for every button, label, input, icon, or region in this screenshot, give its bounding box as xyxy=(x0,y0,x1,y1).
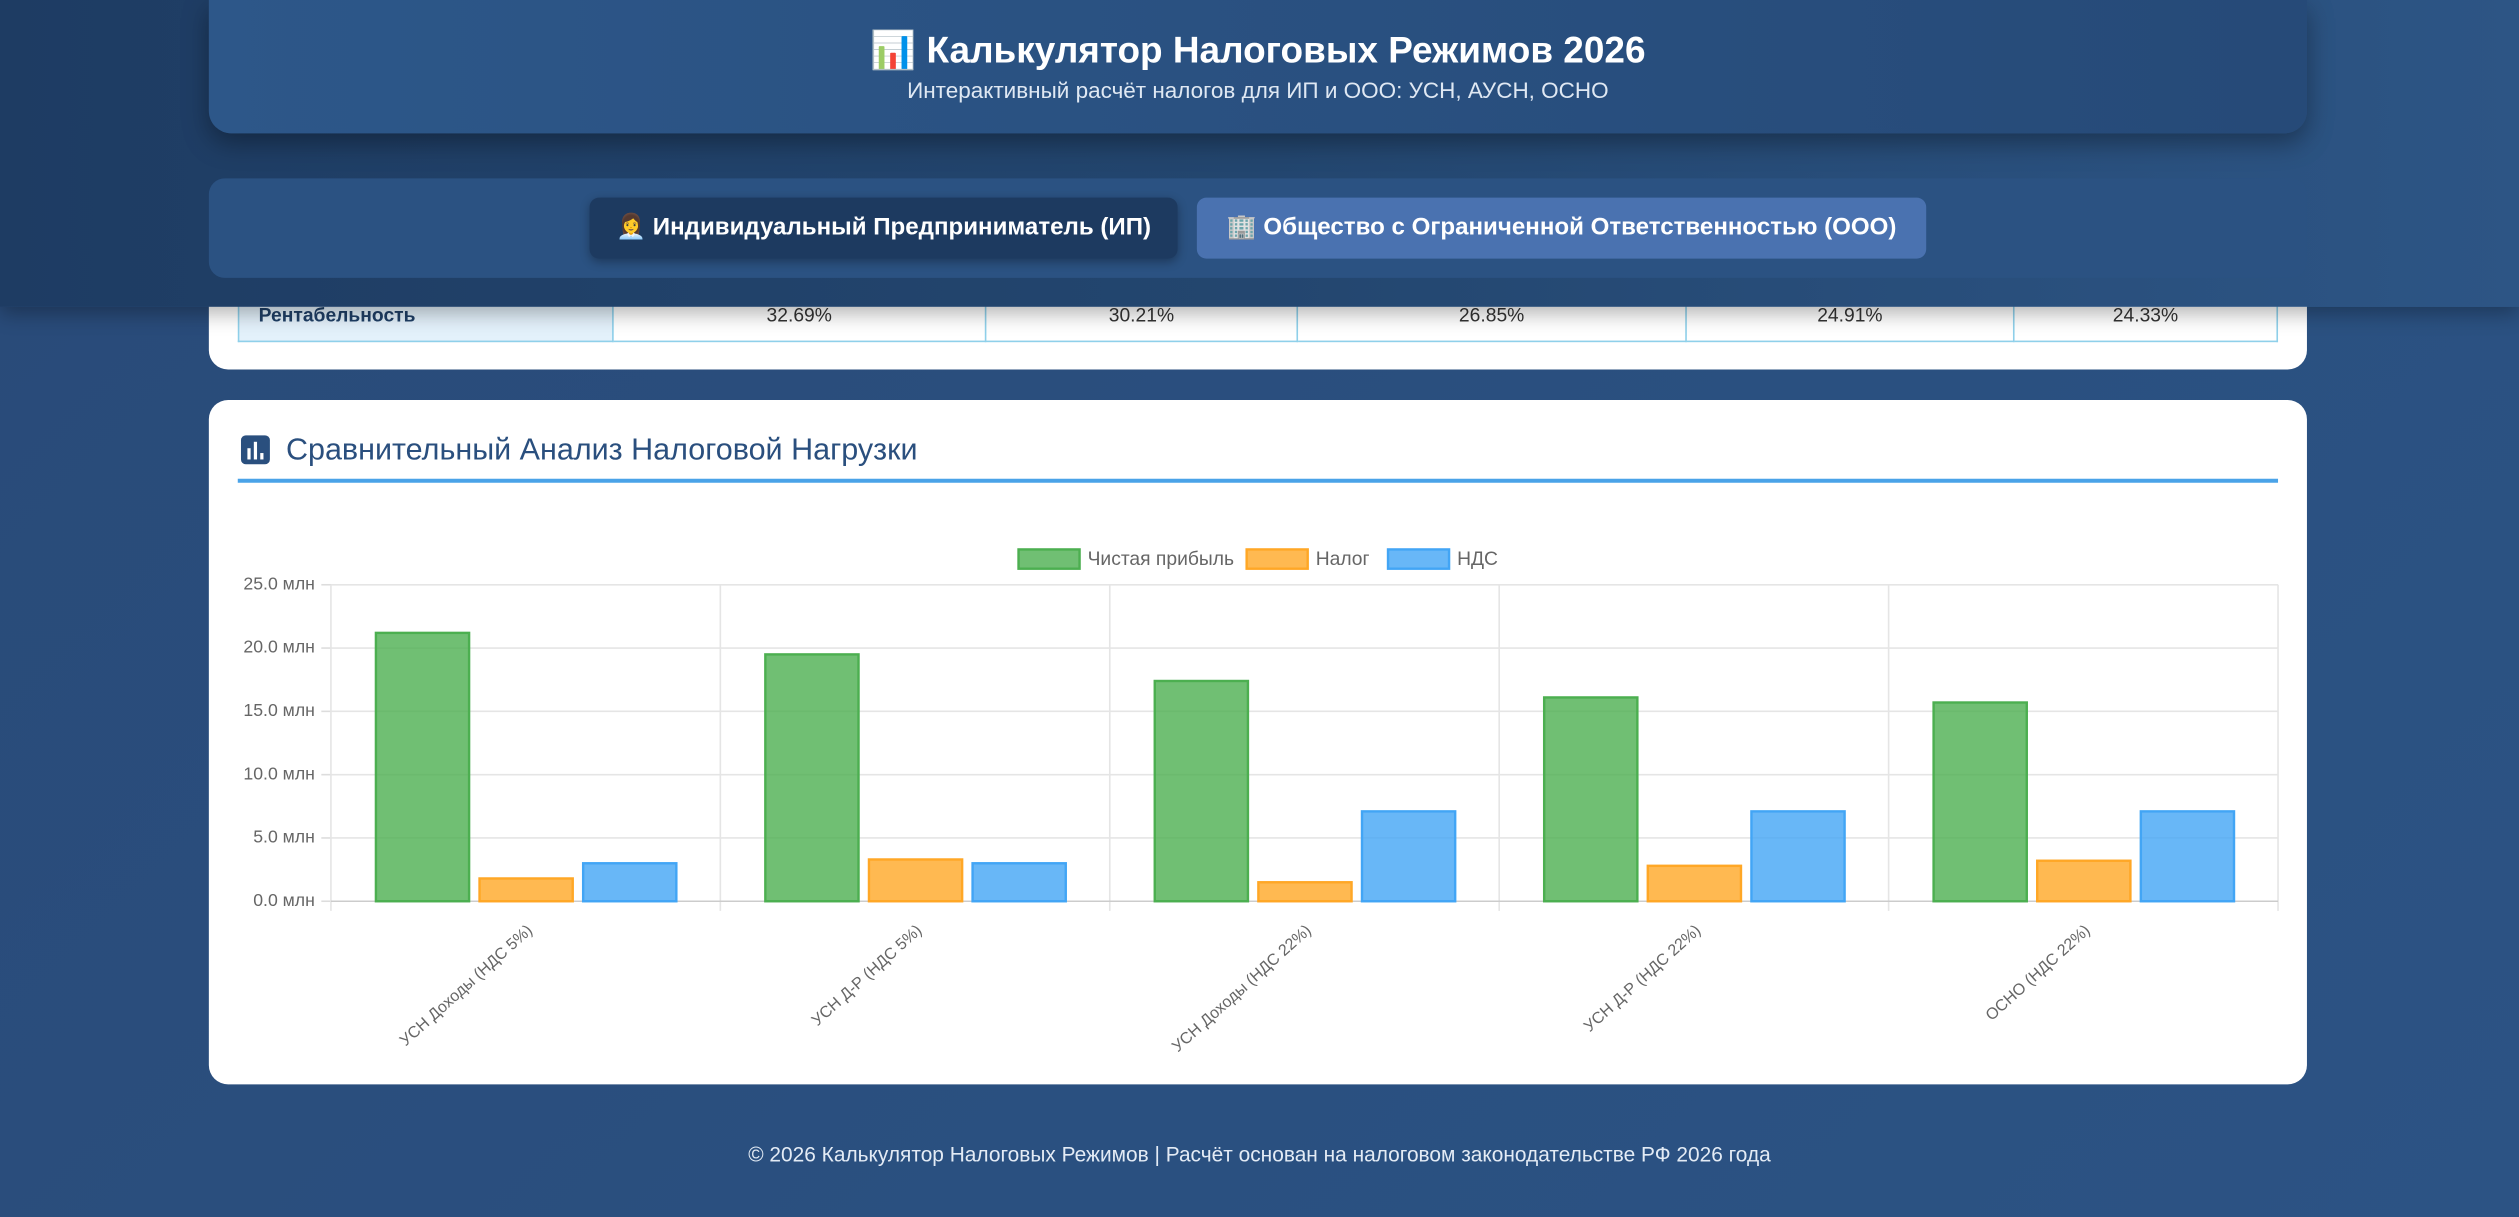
x-tick-label: УСН Д-Р (НДС 22%) xyxy=(1580,921,1704,1035)
bar xyxy=(1750,810,1846,903)
bar xyxy=(1153,679,1250,903)
bar xyxy=(764,653,860,903)
footer: © 2026 Калькулятор Налоговых Режимов | Р… xyxy=(748,1142,1771,1167)
page-title: 📊 Калькулятор Налоговых Режимов 2026 xyxy=(870,28,1646,71)
bar xyxy=(374,631,471,903)
chart: Сравнительный Анализ Налоговой Нагрузки … xyxy=(237,432,2279,1056)
legend-label: Налог xyxy=(1316,549,1370,570)
x-tick-label: ОСНО (НДС 22%) xyxy=(1982,921,2094,1024)
bar xyxy=(478,877,574,903)
y-tick-label: 10.0 млн xyxy=(243,763,314,783)
bar xyxy=(867,858,964,903)
chart-group: Сравнительный Анализ Налоговой Нагрузки … xyxy=(237,432,2279,1056)
legend-label: НДС xyxy=(1457,549,1498,570)
y-tick-label: 0.0 млн xyxy=(253,890,315,910)
bar xyxy=(2036,859,2132,903)
section-icon-bar xyxy=(253,441,258,460)
bar xyxy=(581,862,678,903)
chart-card: Сравнительный Анализ Налоговой Нагрузки … xyxy=(208,400,2307,1085)
legend-swatch xyxy=(1017,548,1081,570)
tab-bar: 👩‍💼 Индивидуальный Предприниматель (ИП) … xyxy=(208,178,2307,278)
section-icon-bar xyxy=(247,448,251,460)
page-subtitle: Интерактивный расчёт налогов для ИП и ОО… xyxy=(907,77,1609,103)
y-tick-label: 15.0 млн xyxy=(243,700,314,720)
tab-ooo[interactable]: 🏢 Общество с Ограниченной Ответственност… xyxy=(1196,197,1927,259)
bar xyxy=(1646,864,1743,903)
legend-swatch xyxy=(1386,548,1451,570)
x-tick-label: УСН Доходы (НДС 5%) xyxy=(396,921,536,1049)
y-tick-label: 5.0 млн xyxy=(253,827,315,847)
legend-swatch xyxy=(1245,548,1309,570)
title-underline xyxy=(237,478,2279,483)
y-tick-label: 20.0 млн xyxy=(243,637,314,657)
sticky-header: 📊 Калькулятор Налоговых Режимов 2026 Инт… xyxy=(0,0,2519,307)
y-tick-label: 25.0 млн xyxy=(243,573,314,593)
header-card: 📊 Калькулятор Налоговых Режимов 2026 Инт… xyxy=(208,0,2307,134)
bar xyxy=(1932,701,2028,903)
section-icon-bar xyxy=(260,453,264,460)
tab-ip[interactable]: 👩‍💼 Индивидуальный Предприниматель (ИП) xyxy=(589,197,1178,259)
x-tick-label: УСН Д-Р (НДС 5%) xyxy=(808,921,925,1029)
legend-label: Чистая прибыль xyxy=(1088,549,1234,570)
bar xyxy=(1360,810,1457,903)
section-title: Сравнительный Анализ Налоговой Нагрузки xyxy=(286,432,918,466)
x-tick-label: УСН Доходы (НДС 22%) xyxy=(1168,921,1314,1055)
bar xyxy=(1542,696,1639,903)
bar xyxy=(1257,881,1353,903)
bar xyxy=(971,862,1067,903)
bar xyxy=(2139,810,2236,903)
